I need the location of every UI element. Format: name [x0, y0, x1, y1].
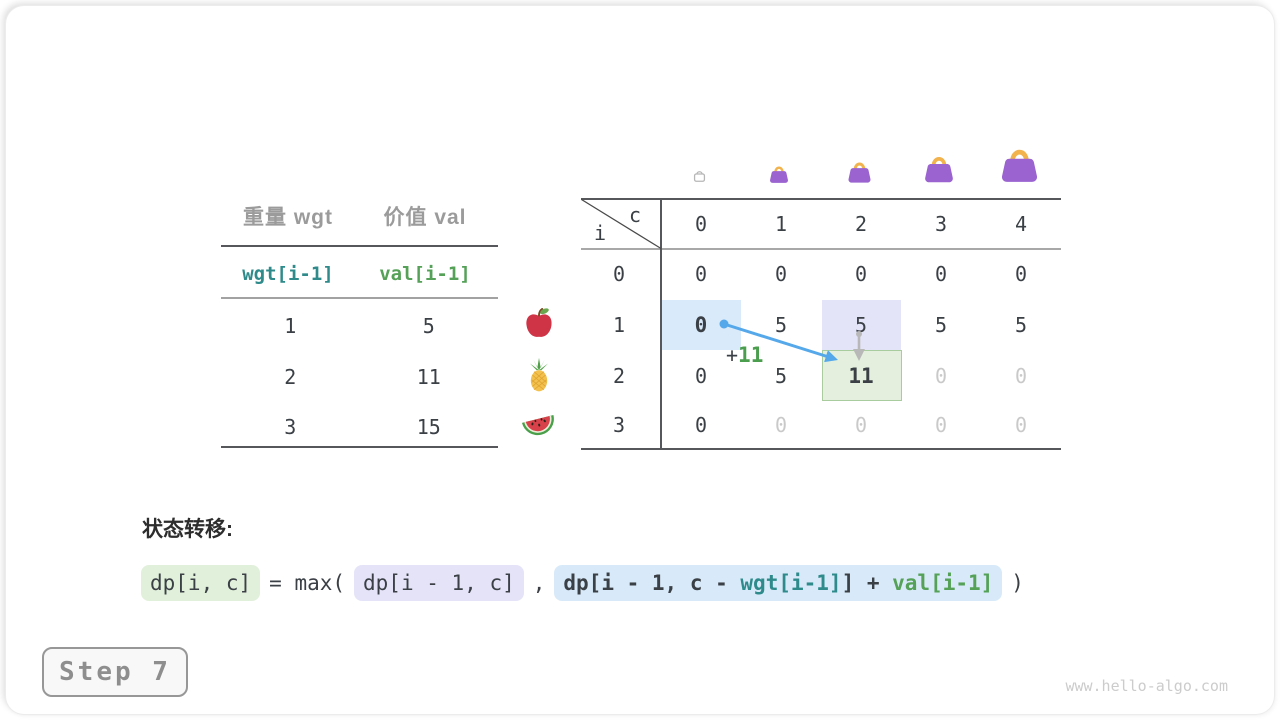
dp-col-header-3: 3	[934, 212, 948, 236]
step-badge: Step 7	[42, 647, 188, 697]
pineapple-icon	[521, 357, 557, 393]
bag-icon-2	[846, 157, 873, 184]
dp-cell-1-1: 5	[774, 313, 788, 337]
dp-cell-0-0: 0	[694, 262, 708, 286]
item-value-cell: 5	[422, 314, 435, 338]
items-wgt-array-label: wgt[i-1]	[242, 263, 334, 285]
dp-cell-0-4: 0	[1014, 262, 1028, 286]
item-weight-cell: 2	[284, 365, 297, 389]
watermelon-icon	[521, 408, 557, 444]
items-header-rule	[221, 245, 498, 247]
slide-canvas: 重量 wgt 价值 val wgt[i-1] val[i-1] 1 5 2 11 3 15	[6, 6, 1274, 714]
dp-cell-2-3: 0	[934, 364, 948, 388]
dp-cell-3-2: 0	[854, 413, 868, 437]
dp-cell-3-0: 0	[694, 413, 708, 437]
items-bottom-rule	[221, 446, 498, 448]
items-table-row: 3 15	[221, 413, 498, 441]
dp-cell-0-3: 0	[934, 262, 948, 286]
formula-arg2-head: dp[i - 1, c -	[563, 571, 741, 595]
dp-cell-3-1: 0	[774, 413, 788, 437]
bag-empty-icon	[691, 167, 708, 184]
dp-cell-1-4: 5	[1014, 313, 1028, 337]
dp-cell-2-0: 0	[694, 364, 708, 388]
bag-icon-1	[768, 162, 790, 184]
formula-arg2-mid: ] +	[841, 571, 893, 595]
plus-sign: +	[726, 343, 739, 367]
added-value: 11	[738, 343, 764, 367]
dp-top-rule	[581, 198, 1061, 200]
item-value-cell: 11	[416, 365, 441, 389]
dp-row-header-3: 3	[612, 413, 626, 437]
dp-row-header-1: 1	[612, 313, 626, 337]
dp-corner-col-var: c	[628, 203, 642, 227]
formula-arg1: dp[i - 1, c]	[354, 565, 524, 601]
watermark: www.hello-algo.com	[1065, 677, 1228, 695]
bag-icon-3	[922, 150, 956, 184]
dp-cell-3-3: 0	[934, 413, 948, 437]
dp-bottom-rule	[581, 448, 1061, 450]
items-val-array-label: val[i-1]	[379, 263, 471, 285]
formula-operator: = max(	[269, 571, 346, 595]
formula-close-paren: )	[1011, 571, 1024, 595]
step-badge-label: Step 7	[59, 657, 171, 687]
items-table-row: 2 11	[221, 363, 498, 391]
formula-arg2: dp[i - 1, c - wgt[i-1]] + val[i-1]	[554, 565, 1003, 601]
items-value-header: 价值 val	[383, 206, 467, 229]
dp-cell-2-1: 5	[774, 364, 788, 388]
formula-lhs: dp[i, c]	[141, 565, 261, 601]
item-weight-cell: 1	[284, 314, 297, 338]
dp-cell-1-0: 0	[694, 313, 708, 337]
item-value-cell: 15	[416, 415, 441, 439]
dp-cell-3-4: 0	[1014, 413, 1028, 437]
dp-col-header-1: 1	[774, 212, 788, 236]
items-weight-header: 重量 wgt	[243, 206, 333, 229]
dp-cell-1-3: 5	[934, 313, 948, 337]
dp-cell-2-4: 0	[1014, 364, 1028, 388]
transition-add-annotation: +11	[726, 343, 763, 367]
formula-arg2-wgt: wgt[i-1]	[740, 571, 842, 595]
formula-separator: ,	[532, 571, 546, 595]
dp-col-header-0: 0	[694, 212, 708, 236]
dp-col-header-2: 2	[854, 212, 868, 236]
apple-icon	[521, 305, 557, 341]
dp-cell-0-2: 0	[854, 262, 868, 286]
dp-table: c i 0 1 2 3 4 0 1 2 3 0 0 0 0 0 0 5 5 5 5 0 5 11 0 0 0 0 0 0 0	[581, 198, 1061, 450]
transition-formula: dp[i, c] = max( dp[i - 1, c], dp[i - 1, c -…	[141, 565, 1024, 601]
dp-row-header-2: 2	[612, 364, 626, 388]
items-subheader-rule	[221, 297, 498, 299]
dp-header-rule	[581, 248, 1061, 250]
dp-cell-1-2: 5	[854, 313, 868, 337]
formula-arg2-val: val[i-1]	[892, 571, 994, 595]
dp-cell-0-1: 0	[774, 262, 788, 286]
dp-corner-row-var: i	[593, 221, 607, 245]
dp-col-header-4: 4	[1014, 212, 1028, 236]
dp-cell-2-2: 11	[848, 364, 874, 388]
transition-label: 状态转移:	[142, 518, 233, 541]
item-weight-cell: 3	[284, 415, 297, 439]
bag-icon-4	[998, 141, 1041, 184]
dp-vertical-rule	[660, 198, 662, 450]
dp-row-header-0: 0	[612, 262, 626, 286]
